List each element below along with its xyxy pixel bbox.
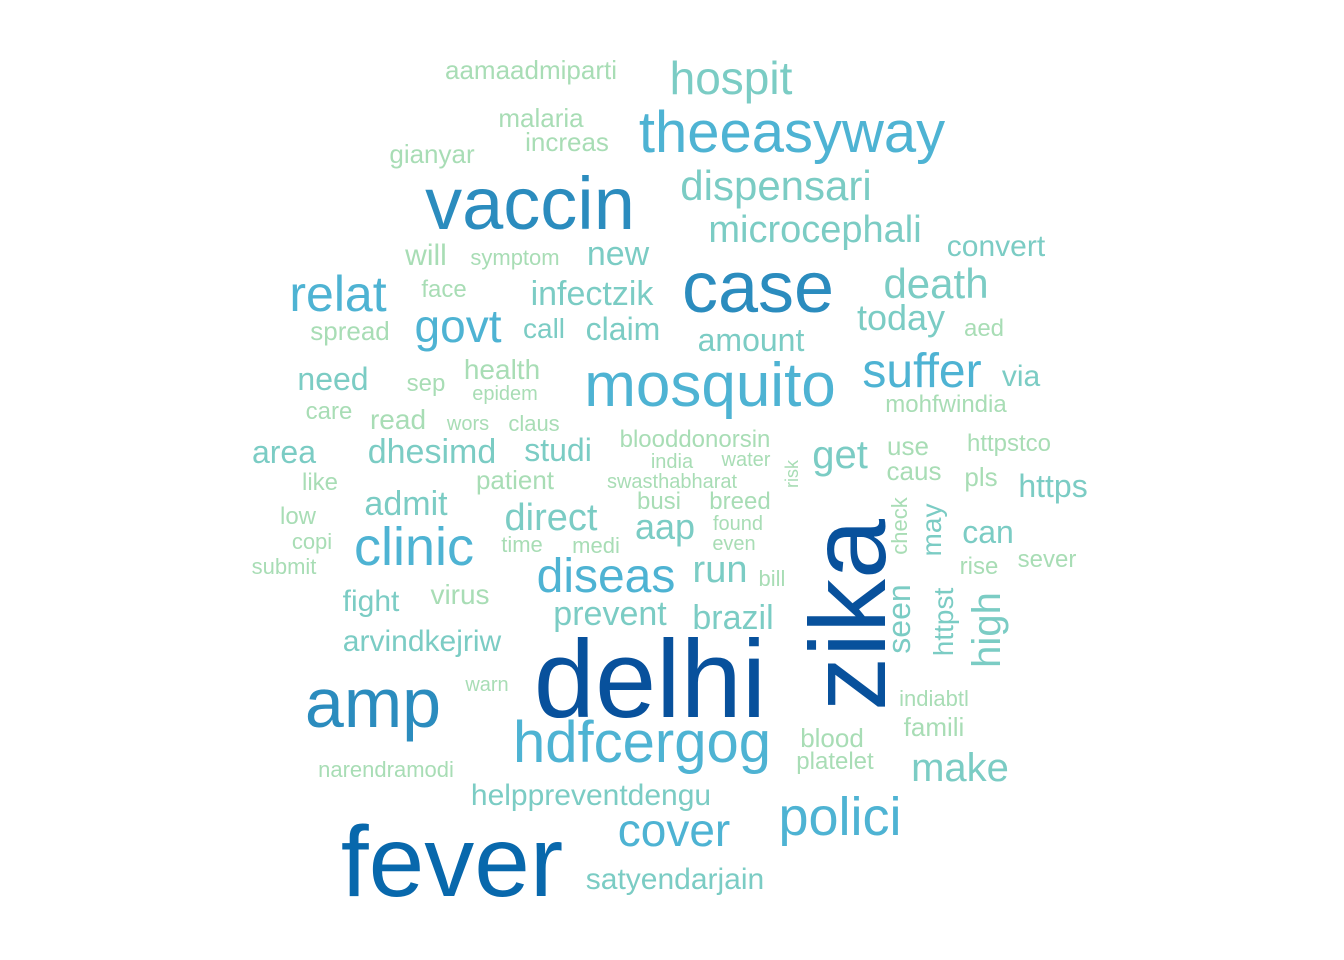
word-sep: sep bbox=[406, 370, 446, 397]
word-arvindkejriw: arvindkejriw bbox=[342, 625, 502, 658]
word-dispensari: dispensari bbox=[680, 162, 872, 209]
word-claus: claus bbox=[508, 411, 560, 436]
word-claim: claim bbox=[585, 311, 661, 347]
word-check: check bbox=[887, 497, 912, 555]
word-polici: polici bbox=[778, 787, 902, 847]
word-microcephali: microcephali bbox=[708, 209, 922, 251]
word-care: care bbox=[305, 398, 353, 425]
word-seen: seen bbox=[881, 584, 917, 654]
word-epidem: epidem bbox=[472, 383, 538, 405]
word-caus: caus bbox=[886, 456, 942, 486]
word-https: https bbox=[1018, 468, 1088, 504]
word-make: make bbox=[911, 746, 1009, 790]
word-famili: famili bbox=[903, 712, 965, 742]
word-studi: studi bbox=[524, 432, 592, 468]
word-death: death bbox=[883, 260, 989, 307]
word-high: high bbox=[965, 592, 1009, 668]
word-fight: fight bbox=[342, 585, 400, 618]
word-health: health bbox=[463, 354, 541, 385]
word-copi: copi bbox=[291, 529, 333, 554]
word-can: can bbox=[962, 514, 1014, 550]
word-admit: admit bbox=[364, 485, 448, 523]
word-low: low bbox=[279, 503, 317, 530]
word-will: will bbox=[405, 239, 447, 272]
word-busi: busi bbox=[636, 488, 682, 515]
word-even: even bbox=[712, 533, 756, 555]
word-case: case bbox=[681, 248, 835, 328]
word-symptom: symptom bbox=[470, 245, 560, 270]
word-relat: relat bbox=[289, 266, 387, 322]
word-increas: increas bbox=[525, 127, 609, 157]
word-aamaadmiparti: aamaadmiparti bbox=[445, 55, 617, 85]
word-brazil: brazil bbox=[692, 599, 774, 637]
word-new: new bbox=[586, 235, 650, 273]
word-water: water bbox=[721, 449, 771, 471]
word-spread: spread bbox=[310, 316, 390, 346]
word-bill: bill bbox=[758, 566, 786, 591]
word-get: get bbox=[812, 433, 868, 477]
word-time: time bbox=[501, 532, 543, 557]
word-read: read bbox=[369, 404, 427, 435]
word-satyendarjain: satyendarjain bbox=[585, 863, 765, 896]
word-virus: virus bbox=[430, 579, 490, 610]
word-hospit: hospit bbox=[669, 52, 793, 104]
word-gianyar: gianyar bbox=[389, 139, 475, 169]
word-helppreventdengu: helppreventdengu bbox=[470, 779, 712, 812]
word-suffer: suffer bbox=[862, 345, 982, 398]
word-blooddonorsin: blooddonorsin bbox=[619, 426, 771, 453]
word-medi: medi bbox=[572, 533, 620, 558]
word-submit: submit bbox=[251, 554, 317, 579]
word-direct: direct bbox=[504, 497, 598, 539]
word-delhi: delhi bbox=[533, 618, 767, 741]
word-run: run bbox=[692, 549, 748, 591]
word-mosquito: mosquito bbox=[584, 351, 836, 420]
word-platelet: platelet bbox=[796, 748, 874, 775]
word-amount: amount bbox=[697, 322, 805, 358]
word-diseas: diseas bbox=[536, 550, 676, 603]
word-risk: risk bbox=[782, 460, 802, 488]
word-narendramodi: narendramodi bbox=[318, 757, 454, 782]
word-theeasyway: theeasyway bbox=[638, 100, 946, 165]
word-may: may bbox=[916, 503, 947, 557]
word-rise: rise bbox=[959, 553, 999, 580]
word-httpst: httpst bbox=[928, 587, 959, 657]
word-vaccin: vaccin bbox=[425, 162, 635, 245]
word-cover: cover bbox=[617, 804, 731, 856]
word-patient: patient bbox=[475, 465, 555, 495]
word-use: use bbox=[887, 431, 929, 461]
word-wors: wors bbox=[446, 413, 490, 435]
word-mohfwindia: mohfwindia bbox=[885, 391, 1007, 418]
word-prevent: prevent bbox=[553, 595, 667, 633]
word-breed: breed bbox=[709, 488, 771, 515]
word-swasthabharat: swasthabharat bbox=[606, 471, 738, 493]
word-call: call bbox=[522, 313, 566, 344]
word-blood: blood bbox=[800, 723, 864, 753]
word-infectzik: infectzik bbox=[530, 275, 654, 313]
word-like: like bbox=[301, 469, 339, 496]
word-via: via bbox=[1001, 360, 1041, 393]
word-aap: aap bbox=[634, 506, 696, 547]
word-sever: sever bbox=[1017, 546, 1077, 573]
word-dhesimd: dhesimd bbox=[367, 433, 497, 471]
word-convert: convert bbox=[946, 230, 1046, 263]
word-govt: govt bbox=[414, 300, 502, 352]
word-indiabtl: indiabtl bbox=[899, 686, 969, 711]
word-clinic: clinic bbox=[353, 517, 475, 577]
word-fever: fever bbox=[340, 806, 564, 918]
word-aed: aed bbox=[963, 315, 1005, 342]
word-area: area bbox=[251, 434, 317, 470]
word-amp: amp bbox=[304, 664, 442, 742]
word-india: india bbox=[650, 451, 694, 473]
word-face: face bbox=[421, 276, 467, 303]
word-today: today bbox=[856, 297, 946, 338]
word-hdfcergog: hdfcergog bbox=[513, 710, 771, 775]
word-pls: pls bbox=[964, 462, 998, 492]
word-httpstco: httpstco bbox=[966, 430, 1052, 457]
word-found: found bbox=[712, 513, 764, 535]
word-malaria: malaria bbox=[498, 103, 584, 133]
word-warn: warn bbox=[465, 674, 509, 696]
word-need: need bbox=[297, 361, 369, 397]
